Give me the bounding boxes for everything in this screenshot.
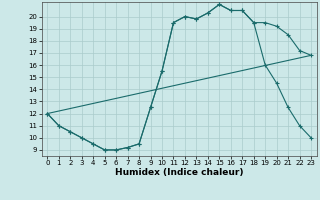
X-axis label: Humidex (Indice chaleur): Humidex (Indice chaleur) [115, 168, 244, 177]
